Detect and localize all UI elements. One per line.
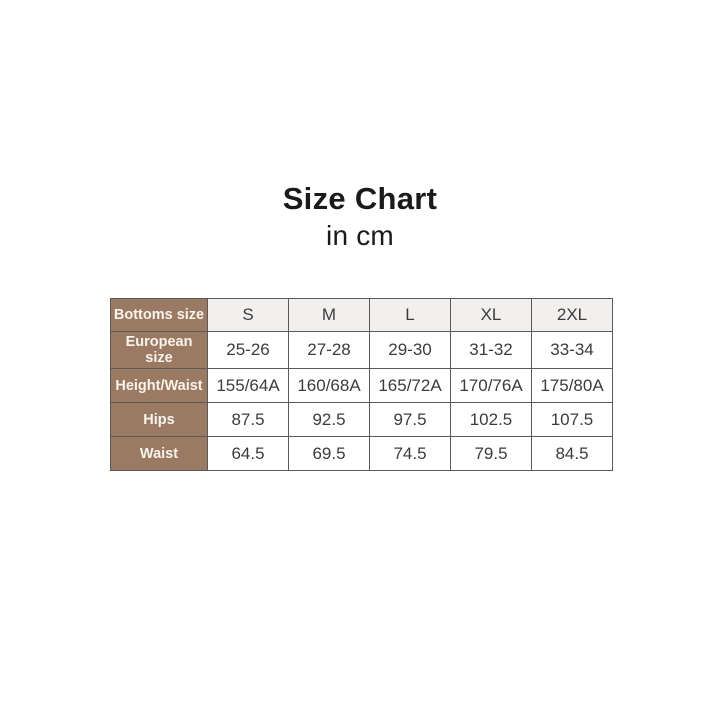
row-label-hips: Hips [110,402,208,438]
table-cell: 107.5 [531,402,613,438]
table-cell-size-m: M [288,298,370,332]
row-label-waist: Waist [110,436,208,472]
table-row-bottoms-size: Bottoms size S M L XL 2XL [110,298,613,332]
table-cell-size-xl: XL [450,298,532,332]
table-cell: 64.5 [207,436,289,472]
table-cell: 25-26 [207,330,289,370]
row-label-height-waist: Height/Waist [110,368,208,404]
table-row-waist: Waist 64.5 69.5 74.5 79.5 84.5 [110,436,613,472]
page-subtitle: in cm [326,219,394,251]
row-label-european-size: European size [110,330,208,370]
size-chart-table: Bottoms size S M L XL 2XL European size … [110,298,613,472]
table-cell: 97.5 [369,402,451,438]
table-cell: 31-32 [450,330,532,370]
table-row-height-waist: Height/Waist 155/64A 160/68A 165/72A 170… [110,368,613,404]
table-cell: 74.5 [369,436,451,472]
table-cell: 92.5 [288,402,370,438]
page-title: Size Chart [282,181,438,216]
table-row-european-size: European size 25-26 27-28 29-30 31-32 33… [110,330,613,370]
table-cell: 102.5 [450,402,532,438]
title-block: Size Chart in cm [0,181,720,252]
table-cell: 69.5 [288,436,370,472]
table-cell: 33-34 [531,330,613,370]
table-cell: 170/76A [450,368,532,404]
table-cell: 155/64A [207,368,289,404]
table-cell: 165/72A [369,368,451,404]
table-cell-size-s: S [207,298,289,332]
table-cell-size-2xl: 2XL [531,298,613,332]
table-cell: 175/80A [531,368,613,404]
table-cell: 29-30 [369,330,451,370]
table-cell: 87.5 [207,402,289,438]
table-cell: 79.5 [450,436,532,472]
table-cell-size-l: L [369,298,451,332]
table-cell: 27-28 [288,330,370,370]
table-cell: 84.5 [531,436,613,472]
table-row-hips: Hips 87.5 92.5 97.5 102.5 107.5 [110,402,613,438]
table-cell: 160/68A [288,368,370,404]
row-label-bottoms-size: Bottoms size [110,298,208,332]
